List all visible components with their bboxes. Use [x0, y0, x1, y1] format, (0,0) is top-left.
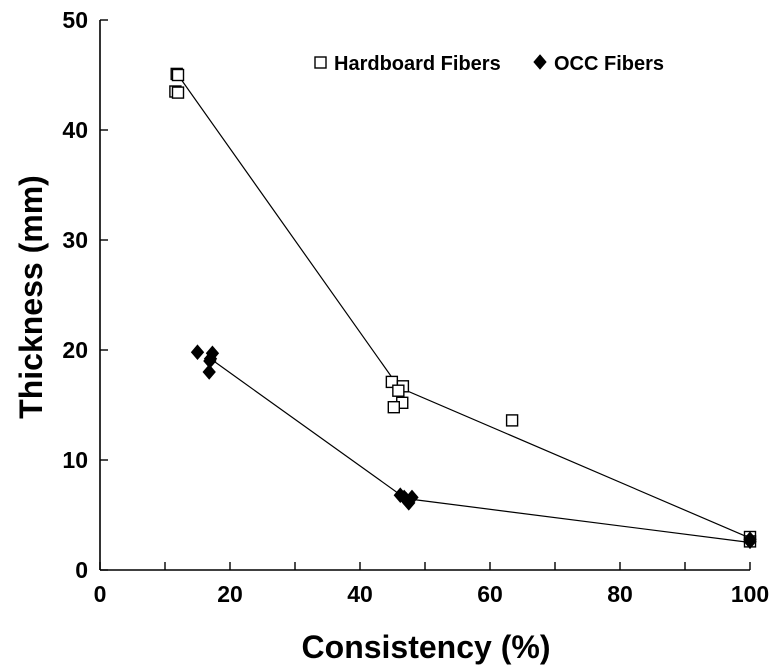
x-tick-label: 0 [94, 581, 107, 607]
y-tick-label: 10 [62, 447, 88, 473]
legend-label-occ: OCC Fibers [554, 53, 664, 75]
hardboard-point [392, 384, 405, 397]
legend-label-hardboard: Hardboard Fibers [334, 53, 501, 75]
y-tick-label: 20 [62, 337, 88, 363]
data-points [169, 67, 757, 550]
x-axis-title: Consistency (%) [302, 629, 551, 665]
occ-point [190, 344, 205, 360]
legend-marker-hardboard [314, 56, 327, 69]
occ-point [202, 364, 216, 380]
legend: Hardboard Fibers OCC Fibers [314, 53, 664, 75]
y-tick-label: 0 [75, 557, 88, 583]
x-tick-label: 20 [217, 581, 243, 607]
hardboard-point [171, 86, 185, 99]
x-tick-label: 40 [347, 581, 373, 607]
y-ticks: 0 10 20 30 40 50 [62, 7, 108, 583]
y-tick-label: 30 [62, 227, 88, 253]
trend-lines [177, 74, 751, 544]
hardboard-point [387, 401, 400, 414]
x-tick-label: 80 [607, 581, 633, 607]
x-tick-label: 60 [477, 581, 503, 607]
legend-marker-occ [533, 54, 547, 70]
x-ticks: 0 20 40 60 80 100 [94, 562, 769, 607]
trend-line-series-2 [210, 358, 751, 544]
y-axis-title: Thickness (mm) [13, 175, 49, 419]
y-tick-label: 50 [62, 7, 88, 33]
trend-line-series-1 [177, 74, 751, 539]
hardboard-point [171, 68, 185, 82]
x-tick-label: 100 [731, 581, 769, 607]
occ-point [743, 533, 757, 550]
y-tick-label: 40 [62, 117, 88, 143]
hardboard-point [505, 414, 519, 427]
occ-point [402, 495, 416, 511]
